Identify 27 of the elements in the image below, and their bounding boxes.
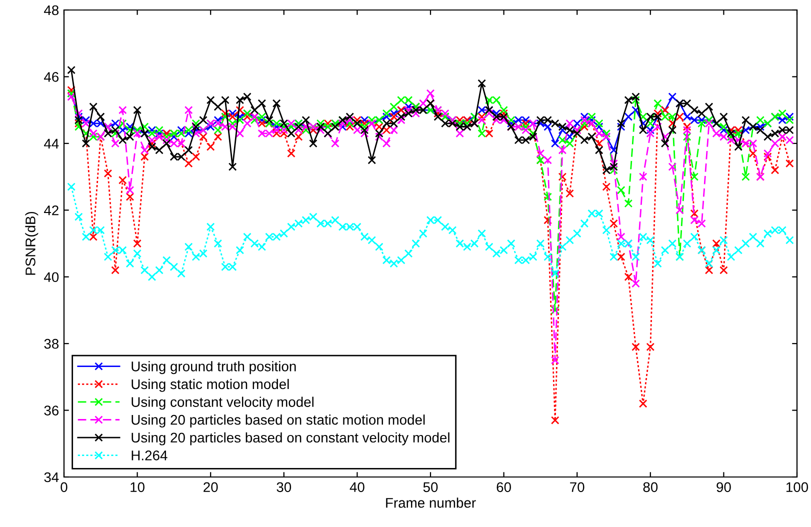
y-tick-label: 42	[44, 205, 58, 216]
x-tick-label: 50	[423, 482, 438, 492]
x-tick-label: 10	[130, 482, 144, 492]
legend-label: Using constant velocity model	[132, 396, 314, 410]
legend-label: Using 20 particles based on static motion model	[132, 414, 425, 428]
x-tick-label: 0	[60, 482, 68, 492]
x-tick-label: 90	[716, 482, 731, 492]
x-tick-label: 100	[786, 482, 808, 492]
x-tick-label: 70	[570, 482, 584, 492]
y-tick-label: 44	[44, 138, 59, 148]
x-tick-label: 20	[204, 482, 218, 492]
legend-label: Using static motion model	[132, 378, 289, 392]
y-tick-label: 36	[44, 406, 59, 416]
x-tick-label: 80	[643, 482, 658, 492]
x-tick-label: 30	[276, 482, 292, 492]
legend-label: Using ground truth position	[132, 361, 296, 374]
y-axis-title: PSNR(dB)	[25, 212, 38, 275]
y-tick-label: 46	[44, 72, 59, 82]
y-tick-label: 34	[44, 472, 59, 482]
legend-label: Using 20 particles based on constant velocity model	[132, 432, 450, 446]
x-axis-title: Frame number	[386, 498, 476, 508]
legend-label: H.264	[132, 450, 168, 460]
y-tick-label: 40	[44, 272, 59, 282]
y-tick-label: 48	[44, 5, 59, 16]
x-tick-label: 60	[496, 482, 511, 492]
y-tick-label: 38	[44, 338, 59, 349]
x-tick-label: 40	[350, 482, 364, 492]
